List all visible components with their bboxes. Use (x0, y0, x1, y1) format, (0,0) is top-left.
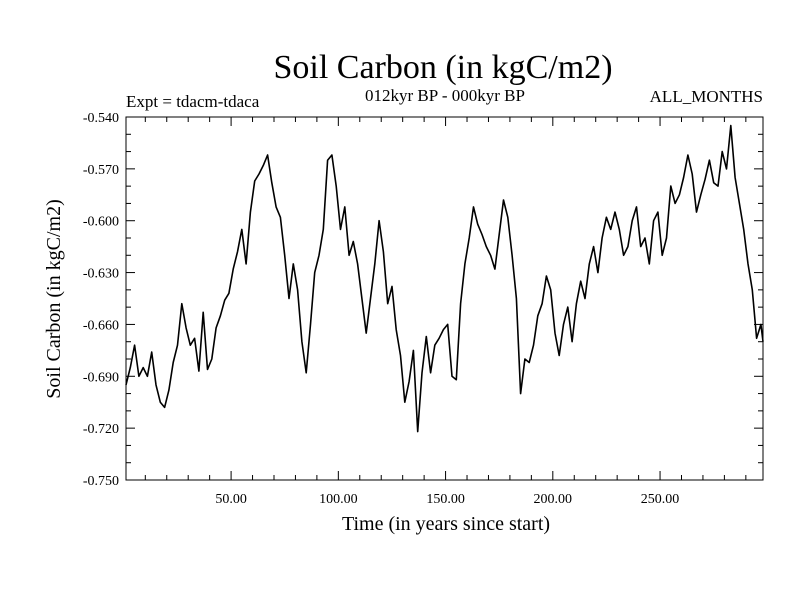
months-label: ALL_MONTHS (650, 87, 763, 106)
period-label: 012kyr BP - 000kyr BP (365, 86, 525, 105)
chart-title: Soil Carbon (in kgC/m2) (273, 49, 612, 86)
x-tick-label: 250.00 (641, 492, 680, 507)
x-tick-label: 50.00 (215, 492, 247, 507)
soil-carbon-series-line (125, 124, 764, 433)
y-tick-labels: -0.540 -0.570 -0.600 -0.630 -0.660 -0.690 -0.7… (83, 111, 119, 489)
y-tick-label: -0.690 (83, 370, 119, 385)
x-tick-label: 200.00 (534, 492, 573, 507)
y-tick-label: -0.660 (83, 318, 119, 333)
x-tick-label: 150.00 (426, 492, 465, 507)
plot-frame (125, 116, 764, 481)
y-tick-label: -0.630 (83, 267, 119, 282)
x-tick-labels: 50.00 100.00 150.00 200.00 250.00 (215, 492, 679, 507)
y-tick-label: -0.600 (83, 215, 119, 230)
y-tick-label: -0.750 (83, 474, 119, 489)
y-tick-label: -0.720 (83, 422, 119, 437)
x-axis-label: Time (in years since start) (342, 513, 550, 535)
y-tick-label: -0.570 (83, 163, 119, 178)
x-axis (144, 117, 747, 480)
y-tick-label: -0.540 (83, 111, 119, 126)
y-axis-label: Soil Carbon (in kgC/m2) (43, 199, 65, 398)
x-tick-label: 100.00 (319, 492, 358, 507)
experiment-label: Expt = tdacm-tdaca (126, 92, 260, 111)
